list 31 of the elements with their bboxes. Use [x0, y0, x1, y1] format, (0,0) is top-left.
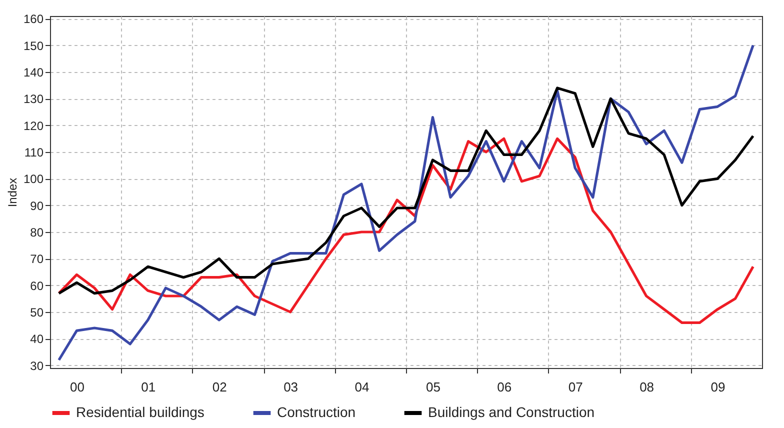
- x-tick-label: 08: [640, 380, 654, 394]
- line-series: [58, 137, 754, 324]
- x-tick-label: 05: [426, 380, 440, 394]
- y-tick-label: 90: [30, 198, 44, 213]
- legend-label: Residential buildings: [76, 404, 204, 420]
- x-tick-label: 02: [212, 380, 227, 394]
- line-series: [58, 86, 754, 295]
- y-tick-label: 80: [30, 226, 44, 240]
- y-tick-label: 30: [30, 358, 44, 373]
- y-tick-label: 160: [23, 12, 44, 26]
- y-tick-label: 110: [24, 146, 44, 160]
- y-tick-label: 50: [30, 306, 44, 320]
- x-tick-label: 07: [568, 380, 583, 394]
- y-tick-label: 100: [23, 172, 44, 186]
- line-series: [58, 44, 754, 362]
- y-tick-label: 120: [23, 118, 44, 133]
- y-tick-label: 70: [30, 252, 44, 266]
- y-tick-label: 60: [30, 278, 44, 293]
- y-tick-label: 150: [23, 38, 44, 53]
- x-tick-label: 00: [70, 380, 84, 394]
- y-tick-label: 40: [30, 332, 44, 346]
- y-axis-title: Index: [5, 178, 20, 208]
- legend-label: Construction: [277, 404, 356, 420]
- y-tick-label: 140: [23, 66, 44, 80]
- x-tick-label: 09: [710, 380, 726, 394]
- legend-label: Buildings and Construction: [428, 404, 595, 420]
- x-tick-label: 01: [141, 380, 156, 394]
- x-tick-label: 03: [284, 380, 298, 394]
- y-tick-label: 130: [23, 92, 44, 106]
- x-tick-label: 04: [354, 380, 370, 394]
- x-tick-label: 06: [497, 380, 512, 394]
